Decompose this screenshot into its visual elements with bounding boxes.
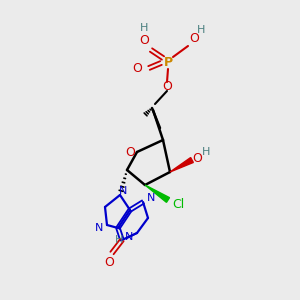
Polygon shape	[145, 185, 170, 202]
Text: N: N	[119, 186, 127, 196]
Text: O: O	[189, 32, 199, 46]
Polygon shape	[170, 158, 193, 172]
Text: H: H	[202, 147, 210, 157]
Text: P: P	[164, 56, 172, 68]
Text: O: O	[125, 146, 135, 160]
Text: O: O	[192, 152, 202, 164]
Text: N: N	[147, 193, 155, 203]
Text: O: O	[132, 61, 142, 74]
Text: O: O	[162, 80, 172, 92]
Text: H: H	[115, 235, 123, 245]
Text: Cl: Cl	[172, 199, 184, 212]
Text: N: N	[125, 232, 133, 242]
Text: H: H	[197, 25, 205, 35]
Text: H: H	[140, 23, 148, 33]
Text: O: O	[104, 256, 114, 269]
Text: O: O	[139, 34, 149, 47]
Text: N: N	[95, 223, 103, 233]
